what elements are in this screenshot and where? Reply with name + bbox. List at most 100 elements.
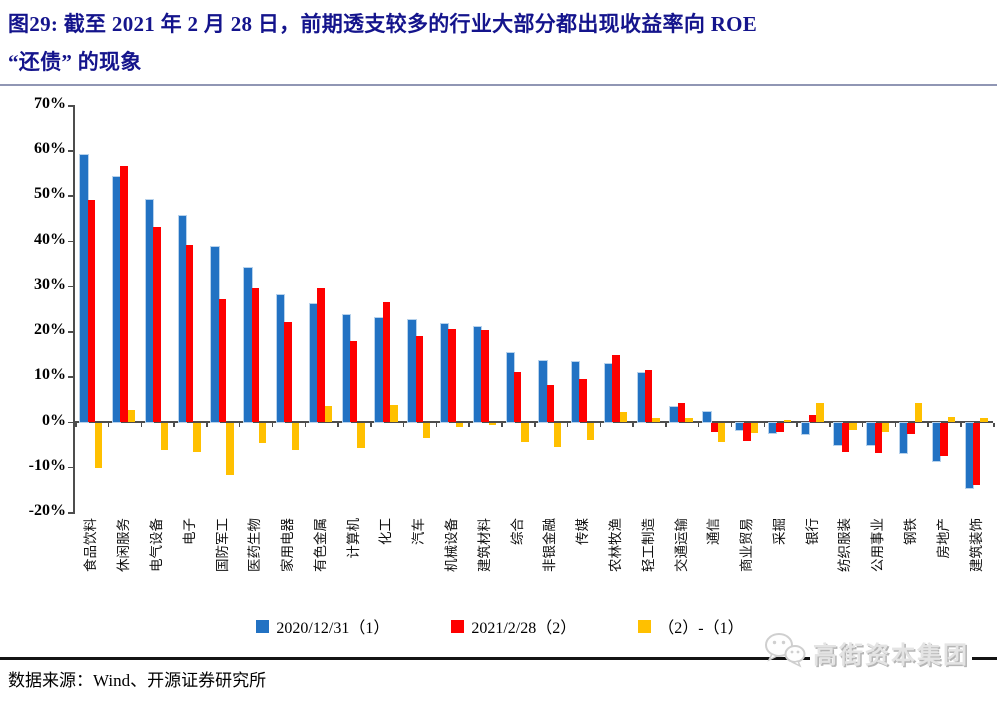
bar [309,303,318,422]
x-axis-category-label: 公用事业 [870,518,886,572]
bar [193,422,201,452]
y-axis-tick [68,285,74,288]
x-axis-tick [927,422,929,427]
wechat-icon [764,632,806,673]
bar [743,422,751,441]
bar [619,412,628,422]
bar [637,372,646,422]
x-axis-category-label: 钢铁 [903,518,919,545]
bar [317,288,325,422]
bar [342,315,350,422]
y-axis-tick [68,421,74,424]
x-axis-tick [304,422,306,427]
bar [783,419,791,422]
x-axis-category-label: 国防军工 [214,518,230,572]
bar [539,360,547,422]
x-axis-tick [665,422,667,427]
x-axis-category-label: 电子 [181,518,197,545]
x-axis-category-label: 电气设备 [148,518,164,572]
bar [145,199,154,422]
x-axis-tick [271,422,274,427]
bar [455,422,464,428]
bar [513,371,522,422]
x-axis-category-label: 医药生物 [247,518,263,572]
figure-title-line2: “还债” 的现象 [8,50,142,74]
x-axis-category-label: 房地产 [935,518,951,559]
bar [473,327,482,422]
bar [703,411,711,422]
y-axis-tick [68,376,74,378]
y-axis-tick [68,466,74,469]
legend-item: （2）-（1） [638,614,744,638]
legend-swatch [638,619,652,633]
y-axis-tick-label: -20% [28,502,66,519]
title-divider [0,84,997,86]
x-axis-category-label: 农林牧渔 [607,518,623,572]
x-axis-tick [75,422,77,427]
bar [422,422,431,439]
legend-label: （2）-（1） [658,620,744,637]
bar [211,247,219,422]
bar [390,404,398,422]
y-axis-tick [68,195,74,197]
bar [881,422,890,432]
x-axis-category-label: 休闲服务 [116,518,132,572]
x-axis-tick [829,422,831,427]
x-axis-category-label: 有色金属 [312,518,328,572]
bar [685,417,693,422]
bar [874,422,882,454]
bar [972,422,981,485]
chart-legend: 2020/12/31（1） 2021/2/28（2） （2）-（1） [0,614,1000,638]
x-axis-category-label: 商业贸易 [739,518,755,572]
bar [415,335,423,422]
y-axis-tick [68,105,74,107]
bar [816,403,824,422]
bar [750,422,759,434]
legend-label: 2020/12/31（1） [276,620,390,637]
bar [291,422,300,450]
x-axis-category-label: 家用电器 [280,518,296,572]
bar [284,322,292,422]
x-axis-category-label: 通信 [706,518,722,545]
bar [120,166,128,422]
x-axis-category-label: 计算机 [345,518,361,559]
bar [277,294,285,422]
bar [579,379,587,422]
x-axis-tick [402,422,405,427]
x-axis-category-label: 纺织服装 [837,518,853,572]
bar [440,324,449,422]
x-axis-tick [435,422,438,427]
bar [834,422,842,445]
bar [251,288,259,422]
watermark: 高街资本集团 [764,632,972,673]
bar [718,422,726,443]
bar [736,422,744,430]
footer-divider [0,657,997,660]
bar [670,407,678,422]
legend-item: 2020/12/31（1） [256,614,389,638]
bar [244,267,252,422]
bar [324,405,332,422]
y-axis-tick-label: 40% [34,230,66,248]
bar [506,352,514,422]
x-axis-category-label: 银行 [804,518,820,545]
legend-swatch [256,619,270,633]
y-axis-tick-label: 60% [34,140,66,158]
x-axis-tick [468,422,470,427]
x-axis-category-label: 交通运输 [673,518,689,572]
bar [940,422,948,457]
x-axis-tick [566,422,569,427]
bar [710,422,718,433]
bar [408,319,416,422]
bar [652,418,660,422]
y-axis-tick-label: -10% [28,456,66,474]
bar [178,215,187,422]
y-axis-tick-label: 30% [34,275,66,293]
x-axis-tick [140,422,143,427]
x-axis-category-label: 汽车 [411,518,427,545]
x-axis-category-label: 机械设备 [444,518,460,572]
x-axis-category-label: 非银金融 [542,518,558,572]
bar [95,422,103,468]
bar [80,154,88,422]
